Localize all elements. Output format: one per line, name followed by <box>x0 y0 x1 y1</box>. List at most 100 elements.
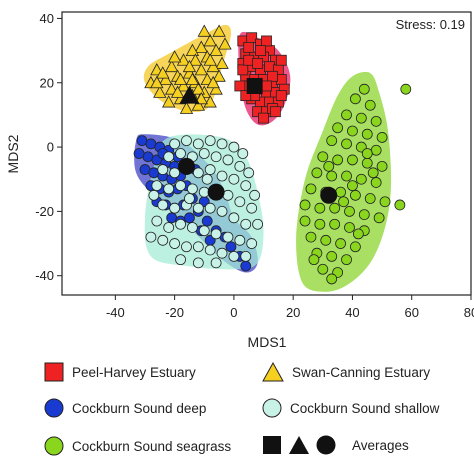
point-cockburn-sound-seagrass <box>373 212 385 224</box>
x-tick-label: 80 <box>464 305 474 320</box>
point-cockburn-sound-shallow <box>216 205 228 217</box>
point-swan-canning-estuary <box>162 95 176 108</box>
point-cockburn-sound-shallow <box>163 151 175 163</box>
legend: Peel-Harvey Estuary Swan-Canning Estuary… <box>0 356 474 474</box>
legend-item-peel-harvey: Peel-Harvey Estuary <box>44 362 196 382</box>
point-swan-canning-estuary <box>203 53 217 66</box>
x-axis-ticks: -40 -20 0 20 40 60 80 <box>106 295 474 320</box>
x-tick-label: 20 <box>286 305 300 320</box>
x-axis-title: MDS1 <box>248 334 287 350</box>
point-cockburn-sound-shallow <box>234 196 246 208</box>
point-cockburn-sound-seagrass <box>352 228 364 240</box>
point-cockburn-sound-shallow <box>192 257 204 269</box>
point-swan-canning-estuary <box>153 85 167 98</box>
point-cockburn-sound-seagrass <box>350 189 361 201</box>
point-cockburn-sound-shallow <box>204 202 216 214</box>
hull-cockburn-sound-seagrass <box>296 71 392 292</box>
point-cockburn-sound-shallow <box>246 202 258 214</box>
point-cockburn-sound-seagrass <box>379 196 391 208</box>
point-cockburn-sound-seagrass <box>344 222 355 233</box>
legend-label: Cockburn Sound deep <box>72 400 207 416</box>
point-swan-canning-estuary <box>218 37 232 50</box>
point-cockburn-sound-shallow <box>169 238 181 249</box>
point-cockburn-sound-seagrass <box>347 154 358 166</box>
point-cockburn-sound-shallow <box>157 199 169 211</box>
green-circle-icon <box>44 436 64 456</box>
point-cockburn-sound-shallow <box>192 241 204 253</box>
point-cockburn-sound-seagrass <box>308 254 320 266</box>
point-cockburn-sound-shallow <box>151 180 163 192</box>
point-cockburn-sound-seagrass <box>323 160 335 172</box>
point-cockburn-sound-seagrass <box>326 135 338 147</box>
point-cockburn-sound-seagrass <box>332 154 344 166</box>
point-cockburn-sound-seagrass <box>338 196 349 208</box>
y-tick-label: 0 <box>47 140 54 155</box>
point-cockburn-sound-shallow <box>228 173 240 185</box>
legend-label: Swan-Canning Estuary <box>292 364 431 380</box>
legend-item-cockburn-shallow: Cockburn Sound shallow <box>262 398 439 418</box>
legend-item-cockburn-deep: Cockburn Sound deep <box>44 398 206 418</box>
point-cockburn-sound-shallow <box>240 218 252 230</box>
point-cockburn-sound-seagrass <box>317 263 329 275</box>
legend-label: Cockburn Sound seagrass <box>72 438 232 454</box>
y-axis-title: MDS2 <box>5 134 21 173</box>
point-cockburn-sound-shallow <box>157 234 169 246</box>
point-cockburn-sound-shallow <box>163 222 175 233</box>
point-cockburn-sound-seagrass <box>326 170 338 182</box>
point-peel-harvey-estuary <box>243 41 255 53</box>
point-cockburn-sound-seagrass <box>341 170 352 182</box>
point-cockburn-sound-deep <box>184 212 195 224</box>
averages-layer <box>177 77 338 204</box>
black-triangle-icon <box>289 436 309 454</box>
point-peel-harvey-estuary <box>261 80 272 92</box>
point-cockburn-sound-shallow <box>204 244 216 256</box>
point-cockburn-sound-seagrass <box>370 115 382 127</box>
point-cockburn-sound-seagrass <box>347 180 358 192</box>
point-swan-canning-estuary <box>206 59 220 73</box>
point-cockburn-sound-seagrass <box>361 128 373 140</box>
point-cockburn-sound-seagrass <box>367 167 379 179</box>
point-cockburn-sound-shallow <box>169 202 181 214</box>
average-swan-canning-estuary <box>179 85 200 104</box>
point-cockburn-sound-shallow <box>192 202 204 214</box>
legend-label: Peel-Harvey Estuary <box>72 364 196 380</box>
point-swan-canning-estuary <box>173 72 188 85</box>
point-cockburn-sound-seagrass <box>332 122 344 134</box>
point-cockburn-sound-seagrass <box>326 273 338 285</box>
point-cockburn-sound-shallow <box>198 148 210 159</box>
point-swan-canning-estuary <box>209 43 223 56</box>
point-swan-canning-estuary <box>170 85 185 98</box>
x-tick-label: -20 <box>165 305 184 320</box>
point-peel-harvey-estuary <box>255 45 266 56</box>
point-swan-canning-estuary <box>150 75 164 89</box>
point-cockburn-sound-shallow <box>169 167 181 179</box>
point-swan-canning-estuary <box>164 59 179 73</box>
points-layer <box>133 24 412 285</box>
y-tick-label: 20 <box>40 75 54 90</box>
point-swan-canning-estuary <box>194 40 208 53</box>
point-cockburn-sound-seagrass <box>314 218 326 230</box>
point-swan-canning-estuary <box>156 66 170 79</box>
point-swan-canning-estuary <box>179 101 194 114</box>
average-peel-harvey-estuary <box>246 77 263 94</box>
point-swan-canning-estuary <box>191 82 206 95</box>
point-swan-canning-estuary <box>188 53 203 66</box>
point-cockburn-sound-shallow <box>198 225 210 237</box>
point-cockburn-sound-deep <box>240 260 252 272</box>
point-swan-canning-estuary <box>209 82 223 95</box>
point-peel-harvey-estuary <box>258 112 269 124</box>
point-swan-canning-estuary <box>194 63 208 76</box>
legend-label: Cockburn Sound shallow <box>290 400 440 416</box>
point-cockburn-sound-seagrass <box>317 151 329 163</box>
point-cockburn-sound-seagrass <box>358 209 370 221</box>
point-peel-harvey-estuary <box>261 35 272 47</box>
point-cockburn-sound-seagrass <box>344 205 355 217</box>
point-cockburn-sound-shallow <box>216 170 228 182</box>
point-cockburn-sound-seagrass <box>341 254 352 266</box>
point-cockburn-sound-shallow <box>163 183 175 195</box>
point-cockburn-sound-shallow <box>201 173 213 185</box>
red-square-icon <box>44 362 64 382</box>
stress-annotation: Stress: 0.19 <box>396 17 465 32</box>
point-cockburn-sound-seagrass <box>361 148 373 159</box>
point-swan-canning-estuary <box>176 79 191 92</box>
